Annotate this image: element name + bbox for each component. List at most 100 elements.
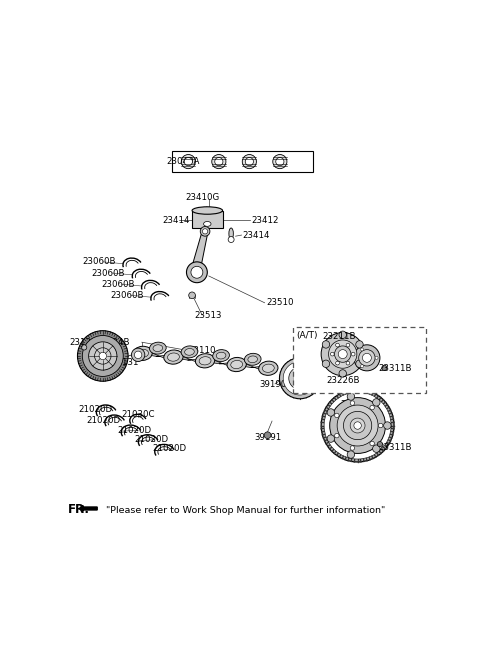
Circle shape xyxy=(322,360,330,367)
Ellipse shape xyxy=(195,353,215,368)
Circle shape xyxy=(184,158,192,166)
Ellipse shape xyxy=(263,364,274,373)
Ellipse shape xyxy=(227,357,246,372)
Circle shape xyxy=(378,423,383,428)
Circle shape xyxy=(339,331,347,338)
Text: (A/T): (A/T) xyxy=(296,331,318,340)
Circle shape xyxy=(283,361,317,395)
Circle shape xyxy=(372,399,380,406)
Circle shape xyxy=(346,343,350,347)
Ellipse shape xyxy=(204,221,211,226)
Circle shape xyxy=(372,445,380,453)
Polygon shape xyxy=(251,367,262,370)
Polygon shape xyxy=(149,351,160,356)
FancyBboxPatch shape xyxy=(292,327,426,393)
Circle shape xyxy=(212,154,226,169)
Circle shape xyxy=(370,442,374,445)
Polygon shape xyxy=(243,363,254,367)
Circle shape xyxy=(377,442,383,447)
Circle shape xyxy=(362,353,372,362)
Ellipse shape xyxy=(248,356,258,363)
Polygon shape xyxy=(219,363,230,367)
Circle shape xyxy=(242,154,256,169)
Polygon shape xyxy=(79,505,97,511)
Circle shape xyxy=(384,422,391,429)
Circle shape xyxy=(356,341,363,348)
Text: 23414: 23414 xyxy=(162,215,190,225)
Text: FR.: FR. xyxy=(68,503,90,516)
Text: 21020D: 21020D xyxy=(79,405,113,414)
Text: 23060B: 23060B xyxy=(83,258,116,266)
Circle shape xyxy=(330,352,334,356)
Circle shape xyxy=(329,340,357,368)
Text: 23060B: 23060B xyxy=(110,291,144,300)
Circle shape xyxy=(339,370,347,377)
Text: 23260: 23260 xyxy=(340,400,368,409)
Circle shape xyxy=(350,445,355,450)
Text: 21020D: 21020D xyxy=(152,445,186,453)
Circle shape xyxy=(293,372,307,385)
Circle shape xyxy=(132,348,145,361)
Circle shape xyxy=(189,292,195,299)
Circle shape xyxy=(191,266,203,278)
Polygon shape xyxy=(180,355,192,360)
Text: 23060B: 23060B xyxy=(101,280,134,288)
Ellipse shape xyxy=(199,357,211,365)
Circle shape xyxy=(134,351,142,359)
Circle shape xyxy=(382,365,387,371)
Circle shape xyxy=(181,154,195,169)
Ellipse shape xyxy=(231,361,243,369)
Circle shape xyxy=(360,365,363,368)
Circle shape xyxy=(350,418,365,433)
Circle shape xyxy=(330,397,385,453)
Circle shape xyxy=(337,405,378,446)
Ellipse shape xyxy=(229,228,233,239)
Polygon shape xyxy=(212,359,223,364)
Circle shape xyxy=(321,332,364,376)
Circle shape xyxy=(245,158,253,166)
Ellipse shape xyxy=(137,350,148,357)
Circle shape xyxy=(95,348,111,364)
Text: 39190A: 39190A xyxy=(259,380,292,389)
Text: 23110: 23110 xyxy=(188,346,216,355)
Text: 23513: 23513 xyxy=(194,311,221,321)
Circle shape xyxy=(327,409,335,416)
Circle shape xyxy=(360,348,363,351)
Circle shape xyxy=(375,356,378,359)
Text: 23311B: 23311B xyxy=(378,443,411,453)
Circle shape xyxy=(327,435,335,442)
Text: 21020D: 21020D xyxy=(134,435,168,444)
Text: 39191: 39191 xyxy=(255,434,282,442)
Circle shape xyxy=(359,350,375,366)
Text: 21020D: 21020D xyxy=(86,416,120,425)
Circle shape xyxy=(354,345,380,371)
Circle shape xyxy=(228,237,234,242)
Text: 21030C: 21030C xyxy=(121,410,155,419)
Ellipse shape xyxy=(192,207,223,214)
Text: 23510: 23510 xyxy=(266,298,294,307)
Bar xyxy=(192,210,223,229)
Text: 23131: 23131 xyxy=(111,358,139,367)
Polygon shape xyxy=(156,355,167,359)
Ellipse shape xyxy=(259,361,278,375)
Circle shape xyxy=(335,413,339,418)
Circle shape xyxy=(186,262,207,283)
Polygon shape xyxy=(188,359,198,363)
Text: 23124B: 23124B xyxy=(96,338,130,348)
Ellipse shape xyxy=(216,352,226,359)
Circle shape xyxy=(336,343,339,347)
Circle shape xyxy=(356,360,363,367)
Circle shape xyxy=(335,434,339,438)
Text: "Please refer to Work Shop Manual for further information": "Please refer to Work Shop Manual for fu… xyxy=(107,506,385,515)
Circle shape xyxy=(347,451,355,458)
Circle shape xyxy=(99,352,107,359)
Text: 23060B: 23060B xyxy=(92,269,125,277)
Ellipse shape xyxy=(153,345,163,351)
Ellipse shape xyxy=(213,350,229,361)
Bar xyxy=(172,151,313,172)
Text: 23412: 23412 xyxy=(252,215,279,225)
Circle shape xyxy=(370,405,374,410)
Circle shape xyxy=(351,352,355,356)
Circle shape xyxy=(203,229,208,234)
Text: 23040A: 23040A xyxy=(166,157,199,166)
